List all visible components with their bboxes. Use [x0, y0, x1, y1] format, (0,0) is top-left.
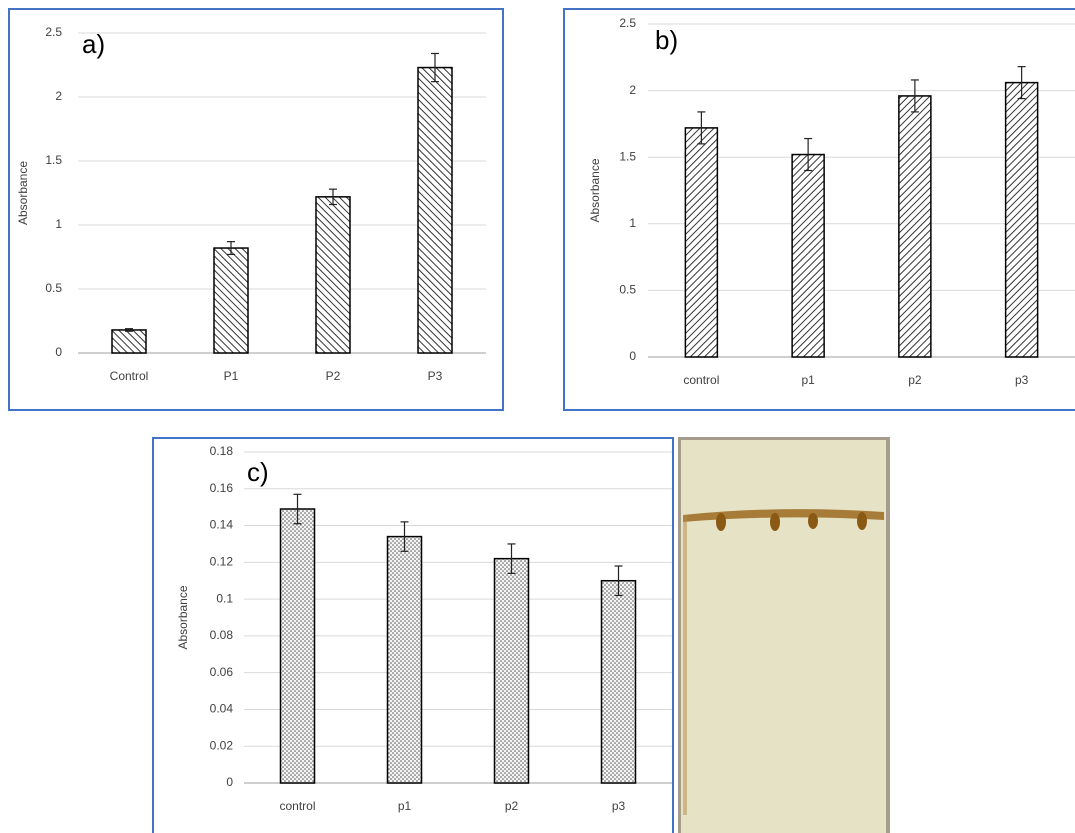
y-tick-label: 0.14 — [210, 518, 234, 532]
bar — [684, 127, 719, 358]
y-tick-label: 0.5 — [619, 283, 636, 297]
bar — [493, 557, 530, 784]
x-tick-label: P3 — [428, 369, 443, 383]
y-tick-label: 0.1 — [216, 591, 233, 605]
bar — [315, 196, 351, 354]
y-tick-label: 0.16 — [210, 481, 234, 495]
panel-label: c) — [247, 457, 269, 487]
y-tick-label: 2.5 — [45, 25, 62, 39]
y-tick-label: 1 — [55, 217, 62, 231]
y-tick-label: 0 — [226, 775, 233, 789]
bar — [213, 247, 249, 354]
y-tick-label: 1 — [629, 216, 636, 230]
bar — [898, 95, 932, 358]
panel-label: a) — [82, 29, 105, 59]
x-tick-label: P1 — [224, 369, 239, 383]
y-tick-label: 2 — [629, 83, 636, 97]
bar — [279, 508, 316, 784]
panel-frame — [152, 437, 674, 833]
y-axis-label: Absorbance — [588, 158, 602, 222]
tlc-photo — [678, 437, 890, 833]
bar — [1004, 81, 1039, 358]
x-tick-label: control — [683, 373, 719, 387]
bar — [791, 153, 825, 358]
y-axis-label: Absorbance — [16, 161, 30, 225]
y-tick-label: 0 — [55, 345, 62, 359]
bar — [111, 329, 147, 354]
bar — [417, 66, 453, 354]
y-tick-label: 0.5 — [45, 281, 62, 295]
y-tick-label: 1.5 — [619, 149, 636, 163]
y-tick-label: 2 — [55, 89, 62, 103]
panel-frame — [8, 8, 504, 411]
y-tick-label: 0.02 — [210, 738, 234, 752]
panel-label: b) — [655, 25, 678, 55]
x-tick-label: p2 — [505, 799, 519, 813]
y-tick-label: 0.12 — [210, 555, 234, 569]
x-tick-label: p2 — [908, 373, 922, 387]
y-tick-label: 2.5 — [619, 16, 636, 30]
y-tick-label: 0.18 — [210, 444, 234, 458]
bar — [600, 579, 637, 784]
y-tick-label: 1.5 — [45, 153, 62, 167]
x-tick-label: p3 — [1015, 373, 1029, 387]
x-tick-label: control — [279, 799, 315, 813]
x-tick-label: P2 — [326, 369, 341, 383]
x-tick-label: p1 — [801, 373, 815, 387]
y-axis-label: Absorbance — [176, 585, 190, 649]
y-tick-label: 0.08 — [210, 628, 234, 642]
x-tick-label: Control — [110, 369, 149, 383]
panel-frame — [563, 8, 1075, 411]
x-tick-label: p1 — [398, 799, 412, 813]
x-tick-label: p3 — [612, 799, 626, 813]
y-tick-label: 0.04 — [210, 702, 234, 716]
bar — [386, 535, 423, 784]
y-tick-label: 0.06 — [210, 665, 234, 679]
y-tick-label: 0 — [629, 349, 636, 363]
